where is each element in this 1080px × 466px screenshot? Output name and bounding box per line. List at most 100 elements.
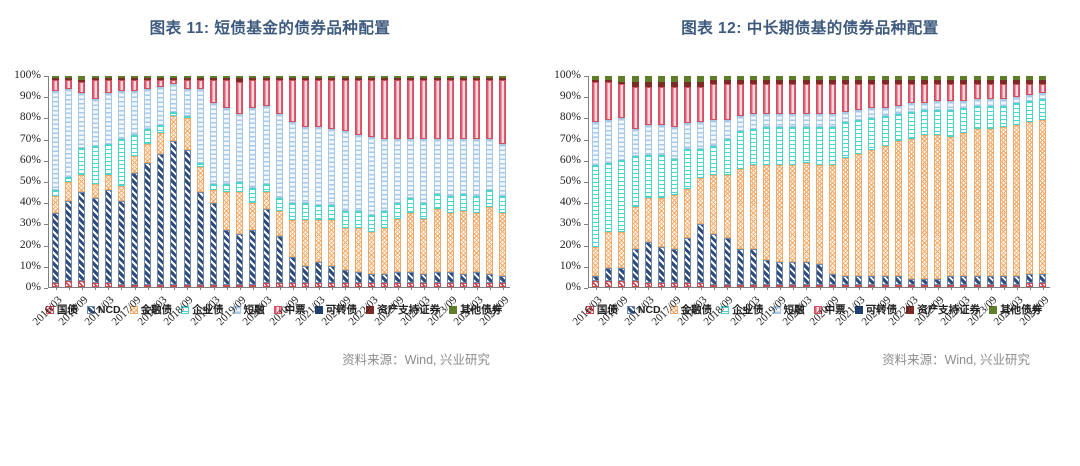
bar-segment — [262, 76, 270, 79]
x-tick-mark — [358, 287, 360, 290]
bar — [196, 76, 204, 287]
bar-segment — [78, 175, 86, 193]
bar-segment — [78, 76, 86, 81]
bar-segment — [907, 139, 915, 279]
bar-segment — [473, 196, 481, 214]
bar-segment — [354, 80, 362, 136]
bar-segment — [592, 246, 600, 277]
bar-segment — [842, 111, 850, 123]
x-tick-mark — [490, 287, 492, 290]
bar-segment — [65, 200, 73, 281]
bar-segment — [328, 128, 336, 205]
bar-segment — [131, 76, 139, 79]
bar-segment — [920, 103, 928, 110]
bar-segment — [947, 76, 955, 81]
x-tick-mark — [1017, 287, 1019, 290]
bar-segment — [486, 80, 494, 140]
bar — [657, 76, 665, 287]
bar-segment — [631, 206, 639, 250]
bar-segment — [288, 257, 296, 283]
bar-segment — [920, 76, 928, 81]
bar-segment — [802, 80, 810, 85]
bar-segment — [1026, 274, 1034, 283]
bar-segment — [236, 234, 244, 285]
bar-segment — [170, 141, 178, 285]
legend-item: 金融债 — [669, 302, 712, 317]
bar-segment — [420, 274, 428, 283]
bar-segment — [776, 84, 784, 115]
bar-segment — [723, 284, 731, 287]
bar-segment — [1026, 122, 1034, 275]
bar-segment — [618, 118, 626, 161]
bar-segment — [209, 284, 217, 287]
bar-segment — [749, 76, 757, 81]
bar-segment — [631, 128, 639, 157]
bar-segment — [1026, 80, 1034, 85]
bar-segment — [749, 80, 757, 85]
bar-segment — [999, 126, 1007, 277]
bar-segment — [763, 284, 771, 287]
bar-segment — [446, 80, 454, 140]
bar-segment — [354, 272, 362, 283]
bar-segment — [894, 105, 902, 114]
bar — [644, 76, 652, 287]
bar — [999, 76, 1007, 287]
bar — [433, 76, 441, 287]
bar-segment — [947, 84, 955, 102]
bar-segment — [934, 80, 942, 85]
bar-segment — [420, 80, 428, 140]
bar-segment — [65, 280, 73, 287]
bar-segment — [157, 124, 165, 133]
bar-segment — [420, 219, 428, 275]
bar-segment — [960, 101, 968, 108]
bar-segment — [288, 219, 296, 258]
bar-segment — [657, 246, 665, 283]
bar-segment — [960, 276, 968, 285]
plot-area: 2016/03 2016/09 2017/03 2017/09 2018/03 2018/… — [570, 76, 1052, 328]
legend-swatch-icon — [854, 305, 863, 314]
legend-item: 其他债券 — [449, 302, 502, 317]
bar-segment — [367, 137, 375, 216]
bar-segment — [341, 80, 349, 131]
x-tick-mark — [187, 287, 189, 290]
x-tick-mark — [832, 287, 834, 290]
bar-segment — [763, 164, 771, 260]
x-tick-mark — [371, 287, 373, 290]
bar-segment — [183, 76, 191, 79]
bar-segment — [1039, 120, 1047, 275]
bar-segment — [157, 132, 165, 155]
bar-segment — [671, 248, 679, 283]
x-tick-mark — [635, 287, 637, 290]
bar — [723, 76, 731, 287]
bar-segment — [473, 282, 481, 287]
bar-segment — [367, 215, 375, 233]
x-tick-mark — [714, 287, 716, 290]
x-tick-mark — [990, 287, 992, 290]
bar-segment — [960, 80, 968, 85]
bar-segment — [328, 265, 336, 283]
legend-swatch-icon — [906, 305, 915, 314]
bar-segment — [183, 116, 191, 119]
bar-segment — [433, 80, 441, 140]
bar-segment — [473, 78, 481, 81]
bar-segment — [52, 213, 60, 283]
bar-segment — [65, 76, 73, 79]
bar-segment — [1013, 276, 1021, 285]
x-tick-mark — [793, 287, 795, 290]
bar-segment — [157, 78, 165, 81]
x-tick-mark — [121, 287, 123, 290]
legend-label: 短融 — [783, 304, 805, 316]
y-axis: 100% 90% 80% 70% 60% 50% 40% 30% 20% 10% 0% — [0, 69, 48, 293]
bar-segment — [170, 111, 178, 117]
bar-segment — [157, 80, 165, 87]
bar-segment — [196, 78, 204, 81]
bar-segment — [52, 76, 60, 79]
bar-segment — [684, 238, 692, 283]
bar-segment — [420, 139, 428, 203]
bar — [671, 76, 679, 287]
bar-segment — [341, 270, 349, 283]
bar-segment — [1013, 76, 1021, 81]
x-tick-mark — [68, 287, 70, 290]
bar-segment — [91, 80, 99, 100]
bar — [157, 76, 165, 287]
